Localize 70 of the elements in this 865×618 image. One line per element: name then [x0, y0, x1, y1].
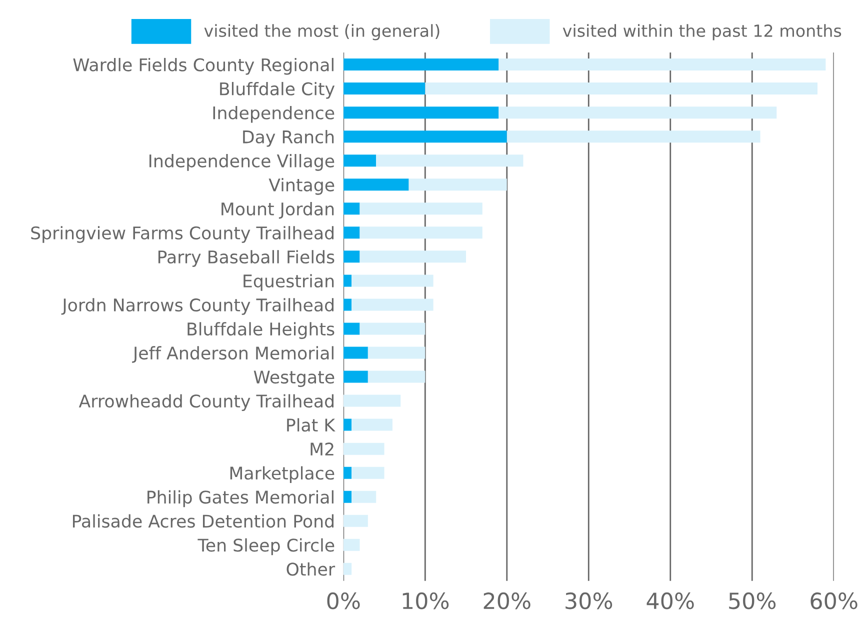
bar [498, 58, 826, 71]
bar [343, 562, 352, 575]
bar [352, 466, 384, 479]
y-tick-label: Springview Farms County Trailhead [31, 226, 334, 243]
bar [376, 154, 524, 167]
y-tick-label: Equestrian [244, 274, 334, 291]
bar [343, 106, 499, 119]
bar [343, 370, 368, 383]
bar [368, 346, 426, 359]
y-tick-label: Bluffdale Heights [188, 322, 334, 339]
bar [506, 130, 760, 143]
bar [343, 418, 352, 431]
y-tick-label: Westgate [254, 370, 334, 387]
y-tick-label: Ten Sleep Circle [198, 538, 334, 556]
bar [360, 202, 482, 215]
y-tick-label: Marketplace [230, 466, 334, 484]
x-tick-label: 30% [566, 592, 612, 610]
y-tick-label: Arrowheadd County Trailhead [78, 394, 334, 411]
x-tick-label: 50% [729, 592, 776, 610]
y-tick-label: Wardle Fields County Regional [73, 58, 334, 75]
bar [352, 418, 392, 431]
x-tick-label: 40% [646, 592, 694, 610]
bar [343, 202, 360, 215]
bar [343, 82, 426, 95]
bar [408, 178, 507, 191]
bar [343, 58, 499, 71]
bar [343, 130, 507, 143]
legend-label: visited the most (in general) [204, 24, 440, 40]
x-tick-label: 0% [327, 592, 360, 610]
bar [360, 322, 426, 335]
bar [343, 250, 360, 263]
bar [343, 490, 352, 503]
bar [352, 490, 376, 503]
y-tick-label: Plat K [287, 418, 336, 432]
bar [343, 466, 352, 479]
x-tick-label: 10% [402, 592, 449, 610]
x-tick-label: 60% [810, 592, 858, 610]
y-tick-label: Jeff Anderson Memorial [132, 346, 334, 363]
bar [352, 298, 434, 311]
y-tick-label: M2 [310, 442, 334, 456]
bar [360, 250, 466, 263]
bar [343, 298, 352, 311]
legend-label: visited within the past 12 months [562, 24, 842, 40]
bar [343, 394, 401, 407]
y-tick-label: Parry Baseball Fields [158, 250, 334, 267]
y-tick-label: Mount Jordan [222, 202, 334, 219]
bar [343, 514, 368, 527]
x-tick-label: 20% [484, 592, 530, 610]
y-tick-label: Philip Gates Memorial [148, 490, 334, 508]
bar [343, 274, 352, 287]
bar [352, 274, 434, 287]
y-tick-label: Jordn Narrows County Trailhead [61, 298, 334, 315]
bar [343, 346, 368, 359]
bar [425, 82, 818, 95]
y-tick-label: Independence Village [149, 154, 334, 171]
y-tick-label: Vintage [268, 178, 334, 195]
bar [343, 154, 376, 167]
bar [360, 226, 482, 239]
bar [498, 106, 777, 119]
y-tick-label: Other [286, 562, 336, 576]
y-tick-label: Palisade Acres Detention Pond [72, 514, 334, 528]
bar [343, 322, 360, 335]
y-tick-label: Day Ranch [243, 130, 334, 147]
bar [343, 442, 384, 455]
y-tick-label: Independence [213, 106, 334, 123]
bar [343, 178, 409, 191]
bar [343, 226, 360, 239]
bar [343, 538, 360, 551]
y-tick-label: Bluffdale City [220, 82, 335, 99]
bar [368, 370, 426, 383]
